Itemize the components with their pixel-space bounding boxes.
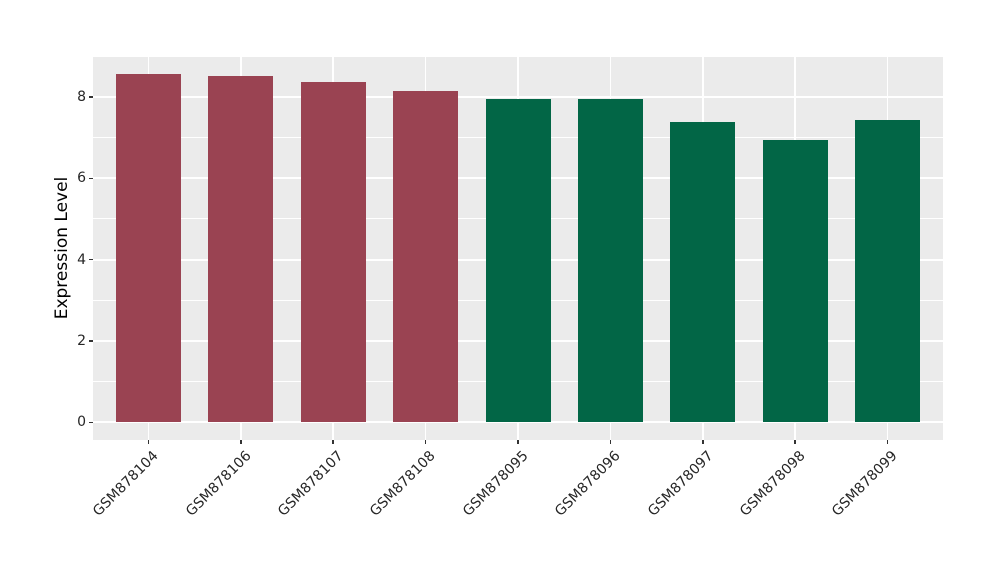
y-tick-label: 8 <box>77 88 86 105</box>
x-tick-mark <box>332 440 334 444</box>
x-tick-label: GSM878108 <box>367 448 439 520</box>
bar <box>485 98 551 423</box>
y-tick-mark <box>89 340 93 342</box>
y-tick-label: 0 <box>77 414 86 431</box>
bar <box>762 139 828 423</box>
x-tick-label: GSM878099 <box>829 448 901 520</box>
x-tick-mark <box>147 440 150 444</box>
bar <box>855 120 921 423</box>
bar <box>208 76 274 423</box>
bar <box>577 98 643 423</box>
y-tick-mark <box>89 177 93 180</box>
x-tick-label: GSM878096 <box>552 448 624 520</box>
y-tick-mark <box>89 258 93 261</box>
x-tick-mark <box>794 440 796 444</box>
x-tick-label: GSM878106 <box>182 448 255 520</box>
x-tick-label: GSM878097 <box>644 448 717 520</box>
x-tick-mark <box>886 440 889 444</box>
bar <box>393 91 459 423</box>
bar <box>115 74 181 423</box>
x-tick-mark <box>609 440 612 444</box>
y-tick-mark <box>89 96 93 98</box>
x-tick-label: GSM878107 <box>274 448 347 520</box>
x-tick-mark <box>240 440 242 444</box>
y-tick-mark <box>89 421 93 424</box>
x-tick-mark <box>424 440 427 444</box>
y-axis-title: Expression Level <box>52 176 72 320</box>
x-tick-mark <box>517 440 519 444</box>
y-tick-label: 2 <box>77 333 86 350</box>
bar <box>670 122 736 423</box>
y-tick-label: 6 <box>77 170 86 187</box>
y-tick-label: 4 <box>77 251 86 268</box>
x-tick-mark <box>702 440 704 444</box>
x-tick-label: GSM878098 <box>736 448 809 520</box>
bar <box>300 82 366 423</box>
x-tick-label: GSM878104 <box>90 448 162 520</box>
x-tick-label: GSM878095 <box>459 448 532 520</box>
